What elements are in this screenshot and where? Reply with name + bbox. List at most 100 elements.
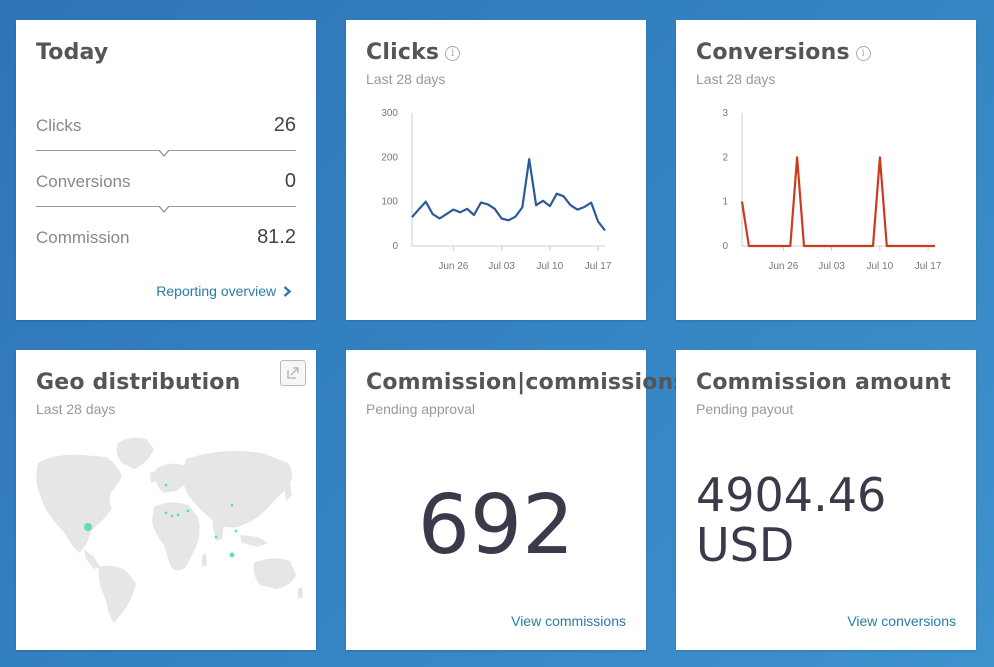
- conversions-subtitle: Last 28 days: [696, 71, 776, 87]
- clicks-data-point: [444, 212, 448, 216]
- world-map: [36, 437, 303, 623]
- clicks-data-point: [431, 212, 435, 216]
- conversions-data-point: [885, 244, 889, 248]
- conversions-data-point: [912, 244, 916, 248]
- clicks-y-tick-label: 100: [381, 197, 398, 208]
- today-card: Today Clicks 26 Conversions 0 Commission…: [16, 20, 316, 320]
- today-title: Today: [36, 40, 109, 65]
- conversions-data-point: [892, 244, 896, 248]
- conversions-data-point: [843, 244, 847, 248]
- today-commission-value: 81.2: [257, 226, 296, 248]
- clicks-data-point: [596, 220, 600, 224]
- pending-commissions-count: 692: [417, 478, 575, 573]
- conversions-data-point: [774, 244, 778, 248]
- clicks-data-point: [507, 218, 511, 222]
- clicks-y-tick-label: 200: [381, 152, 398, 163]
- conversions-data-point: [899, 244, 903, 248]
- chevron-right-icon: [283, 286, 292, 297]
- conversions-data-point: [823, 244, 827, 248]
- divider: [36, 149, 296, 157]
- clicks-data-point: [513, 215, 517, 219]
- clicks-data-point: [589, 201, 593, 205]
- geo-card: Geo distribution Last 28 days: [16, 350, 316, 650]
- clicks-data-point: [438, 217, 442, 221]
- clicks-data-point: [527, 157, 531, 161]
- clicks-series-line: [411, 157, 606, 232]
- conversions-title-wrap: Conversions i: [696, 40, 871, 65]
- expand-icon: [287, 367, 299, 379]
- clicks-x-tick-label: Jul 03: [488, 261, 515, 272]
- conversions-data-point: [830, 244, 834, 248]
- clicks-chart: 0 100 200 300 Jun 26 Jul 03 Jul 10 Jul 17: [381, 108, 612, 272]
- conversions-data-point: [795, 155, 799, 159]
- conversions-data-point: [754, 244, 758, 248]
- today-row-clicks: Clicks 26: [36, 108, 296, 148]
- clicks-x-tick-label: Jun 26: [438, 261, 468, 272]
- clicks-data-point: [424, 200, 428, 204]
- conversions-x-tick-label: Jul 10: [867, 261, 894, 272]
- clicks-title: Clicks: [366, 40, 440, 65]
- amount-currency: USD: [696, 518, 795, 572]
- conversions-y-tick-label: 3: [722, 108, 728, 119]
- clicks-data-point: [493, 207, 497, 211]
- conversions-data-point: [919, 244, 923, 248]
- conversions-x-tick-label: Jul 17: [915, 261, 942, 272]
- conversions-y-tick-label: 2: [722, 152, 728, 163]
- conversions-data-point: [905, 244, 909, 248]
- today-clicks-value: 26: [273, 114, 296, 136]
- clicks-data-point: [555, 192, 559, 196]
- info-icon[interactable]: i: [855, 45, 871, 61]
- view-conversions-link[interactable]: View conversions: [847, 613, 956, 629]
- clicks-data-point: [520, 205, 524, 209]
- clicks-x-tick-label: Jul 10: [537, 261, 564, 272]
- reporting-overview-label: Reporting overview: [156, 283, 277, 299]
- conversions-data-point: [768, 244, 772, 248]
- info-icon[interactable]: i: [445, 45, 461, 61]
- conversions-chart: 0 1 2 3 Jun 26 Jul 03 Jul 10 Jul 17: [722, 108, 942, 272]
- clicks-data-point: [479, 201, 483, 205]
- conversions-data-point: [788, 244, 792, 248]
- clicks-data-point: [500, 217, 504, 221]
- today-conversions-label: Conversions: [36, 172, 131, 191]
- clicks-data-point: [569, 203, 573, 207]
- conversions-data-point: [926, 244, 930, 248]
- today-conversions-value: 0: [284, 170, 296, 192]
- clicks-subtitle: Last 28 days: [366, 71, 446, 87]
- clicks-data-point: [486, 202, 490, 206]
- clicks-data-point: [458, 210, 462, 214]
- clicks-data-point: [582, 205, 586, 209]
- conversions-data-point: [781, 244, 785, 248]
- clicks-data-point: [472, 213, 476, 217]
- conversions-data-point: [740, 200, 744, 204]
- clicks-card: Clicks i Last 28 days 0 100 200 300 Jun 26 Jul…: [346, 20, 646, 320]
- conversions-data-point: [864, 244, 868, 248]
- geo-title: Geo distribution: [36, 370, 241, 395]
- clicks-data-point: [410, 215, 414, 219]
- commissions-title: Commission|commissions: [366, 370, 687, 395]
- today-clicks-label: Clicks: [36, 116, 82, 135]
- conversions-data-point: [761, 244, 765, 248]
- reporting-overview-link[interactable]: Reporting overview: [156, 283, 292, 299]
- conversions-data-point: [933, 244, 937, 248]
- clicks-title-wrap: Clicks i: [366, 40, 461, 65]
- conversions-data-point: [878, 155, 882, 159]
- clicks-data-point: [541, 199, 545, 203]
- view-commissions-link[interactable]: View commissions: [511, 613, 626, 629]
- amount-card: Commission amount Pending payout 4904.46…: [676, 350, 976, 650]
- clicks-data-point: [465, 207, 469, 211]
- expand-button[interactable]: [280, 360, 306, 386]
- today-commission-label: Commission: [36, 228, 130, 247]
- geo-subtitle: Last 28 days: [36, 401, 116, 417]
- conversions-title: Conversions: [696, 40, 850, 65]
- amount-value: 4904.46: [696, 468, 887, 522]
- clicks-data-point: [417, 207, 421, 211]
- conversions-x-tick-label: Jul 03: [818, 261, 845, 272]
- clicks-data-point: [603, 228, 607, 232]
- conversions-data-point: [857, 244, 861, 248]
- commissions-subtitle: Pending approval: [366, 401, 475, 417]
- conversions-data-point: [747, 244, 751, 248]
- today-row-commission: Commission 81.2: [36, 220, 296, 260]
- conversions-data-point: [871, 244, 875, 248]
- clicks-data-point: [575, 208, 579, 212]
- conversions-data-point: [816, 244, 820, 248]
